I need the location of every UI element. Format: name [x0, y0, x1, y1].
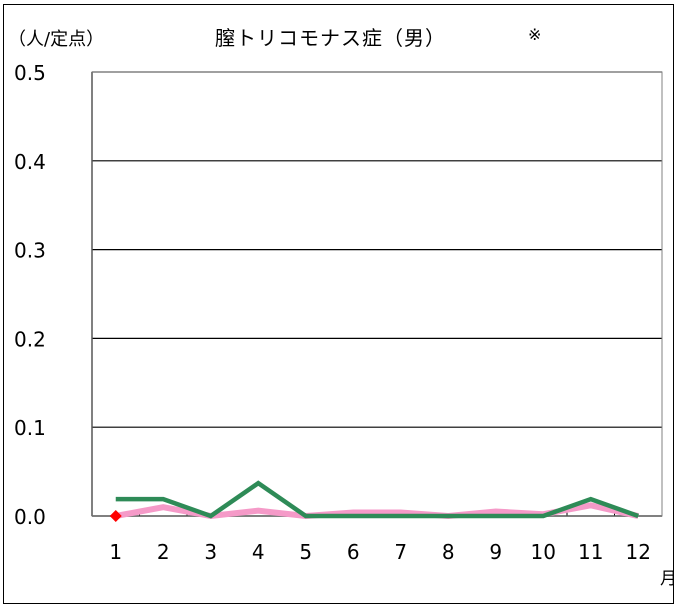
y-tick-label: 0.2	[14, 327, 46, 351]
y-tick-label: 0.5	[14, 61, 46, 85]
x-tick-label: 7	[394, 540, 407, 564]
x-tick-label: 6	[347, 540, 360, 564]
chart-title: 膣トリコモナス症（男）	[215, 26, 446, 50]
y-tick-label: 0.3	[14, 239, 46, 263]
series-marker	[109, 510, 122, 522]
gridlines	[91, 71, 662, 517]
x-tick-label: 5	[299, 540, 312, 564]
y-axis-label: （人/定点）	[8, 29, 104, 50]
y-tick-labels: 0.0 0.1 0.2 0.3 0.4 0.5	[14, 61, 46, 529]
x-tick-label: 12	[626, 540, 651, 564]
y-tick-label: 0.0	[14, 505, 46, 529]
x-tick-label: 8	[442, 540, 455, 564]
y-tick-label: 0.1	[14, 416, 46, 440]
x-tick-label: 9	[489, 540, 502, 564]
y-tick-label: 0.4	[14, 150, 46, 174]
plot-area	[91, 71, 663, 517]
x-tick-label: 10	[531, 540, 556, 564]
x-tick-label: 3	[204, 540, 217, 564]
x-axis-label: 月	[660, 569, 677, 589]
x-tick-label: 1	[109, 540, 122, 564]
x-tick-labels: 1 2 3 4 5 6 7 8 9 10 11 12	[109, 540, 651, 564]
x-tick-label: 2	[157, 540, 170, 564]
series-layer	[109, 480, 640, 522]
series-line	[115, 480, 640, 519]
chart: 0.00.10.20.30.40.5 1 2 3 4 5 6 7 8 9 10 11 12 （人/定点…	[8, 25, 677, 589]
chart-frame	[3, 4, 674, 604]
title-mark: ※	[528, 25, 541, 44]
x-tick-label: 4	[252, 540, 265, 564]
x-tick-label: 11	[578, 540, 603, 564]
